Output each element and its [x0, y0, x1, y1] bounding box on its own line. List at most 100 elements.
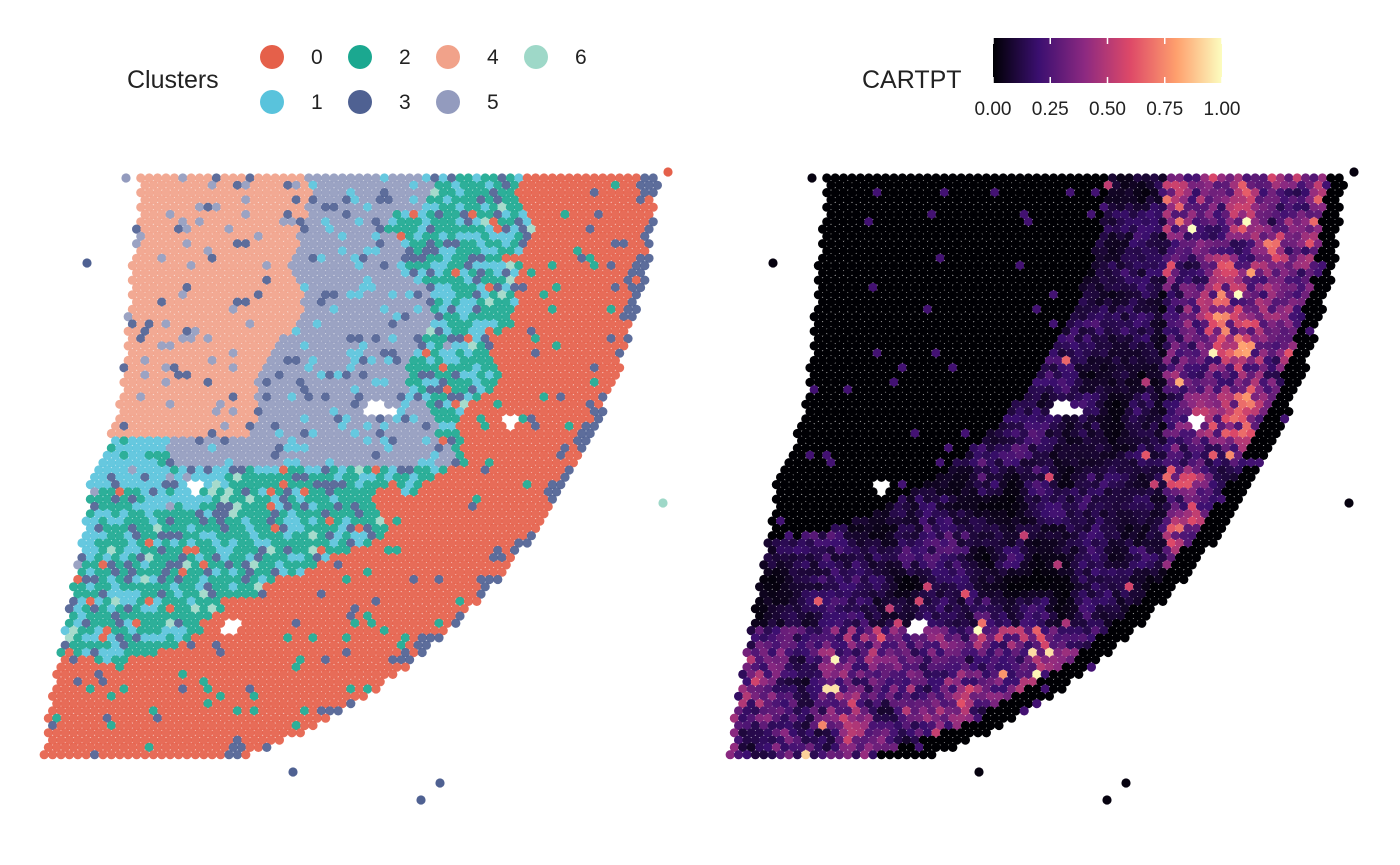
spot [169, 231, 179, 241]
spot [266, 282, 276, 293]
spot [174, 253, 184, 263]
spot [405, 246, 415, 256]
spot [459, 282, 469, 293]
spot [232, 239, 242, 249]
spot [253, 407, 263, 417]
spot [426, 399, 436, 409]
spot [228, 363, 238, 373]
spot [216, 282, 226, 293]
spot [581, 304, 591, 314]
spot [552, 209, 562, 220]
spot [304, 246, 314, 256]
spot [132, 385, 142, 395]
spot [342, 268, 352, 278]
spot [329, 319, 339, 329]
spot [165, 282, 175, 293]
spot [132, 370, 142, 380]
spot [325, 414, 335, 424]
spot [270, 377, 280, 387]
spot [358, 312, 368, 322]
spot [531, 348, 541, 358]
spot [539, 319, 549, 329]
spot [581, 246, 591, 256]
spot [325, 312, 335, 322]
legend-item-cluster-5: 5 [436, 90, 499, 114]
spot [543, 399, 553, 409]
spot [413, 217, 423, 227]
spot [308, 180, 318, 190]
spot [329, 392, 339, 402]
spot [552, 312, 562, 322]
spot [178, 217, 188, 227]
spot [497, 261, 507, 271]
spot [568, 209, 579, 220]
spot [132, 414, 142, 424]
spot [169, 319, 179, 329]
spot [195, 188, 205, 198]
spot [237, 217, 247, 227]
spot [623, 173, 633, 183]
spot [333, 180, 343, 190]
spot [552, 355, 562, 366]
spot [451, 370, 461, 380]
spot [409, 326, 419, 336]
spot [161, 348, 171, 358]
spot [518, 355, 528, 366]
spot [350, 399, 360, 409]
spot [610, 282, 621, 293]
spot [560, 399, 570, 409]
spot [556, 392, 566, 402]
spot [426, 268, 436, 278]
spot [627, 209, 637, 220]
spot [253, 231, 263, 241]
spot [249, 253, 259, 263]
spot [148, 414, 158, 424]
spot [287, 304, 297, 314]
spot [266, 253, 276, 263]
spot [480, 304, 490, 314]
spot [514, 275, 524, 285]
spot [476, 399, 486, 409]
spot [291, 399, 301, 409]
spot [472, 319, 482, 329]
spot [631, 217, 642, 227]
spot [602, 341, 612, 351]
spot [136, 202, 146, 212]
spot [568, 370, 579, 380]
spot [144, 304, 154, 314]
spot [241, 282, 251, 293]
spot [514, 407, 524, 417]
spot [392, 282, 402, 293]
spot [631, 173, 642, 183]
spot [468, 326, 478, 336]
spot [489, 377, 499, 387]
spot [480, 275, 490, 285]
spot [539, 261, 549, 271]
spot [220, 363, 230, 373]
spot [619, 297, 629, 307]
spot [287, 319, 297, 329]
spot [132, 312, 142, 322]
spot [442, 239, 452, 249]
spot [560, 268, 570, 278]
spot [568, 180, 579, 190]
spot [216, 341, 226, 351]
spot [375, 180, 385, 190]
spot [237, 363, 247, 373]
spot [346, 246, 356, 256]
spot [153, 304, 163, 314]
spot [308, 312, 318, 322]
spot [211, 407, 221, 417]
spot [253, 377, 263, 387]
spot [195, 202, 205, 212]
spot [606, 377, 616, 387]
spot [274, 253, 284, 263]
spot [115, 399, 125, 409]
spot [573, 363, 583, 373]
spot [468, 297, 478, 307]
spot [190, 385, 200, 395]
spot [237, 231, 247, 241]
spot [384, 224, 394, 234]
spot [148, 355, 158, 366]
spot [161, 173, 171, 183]
